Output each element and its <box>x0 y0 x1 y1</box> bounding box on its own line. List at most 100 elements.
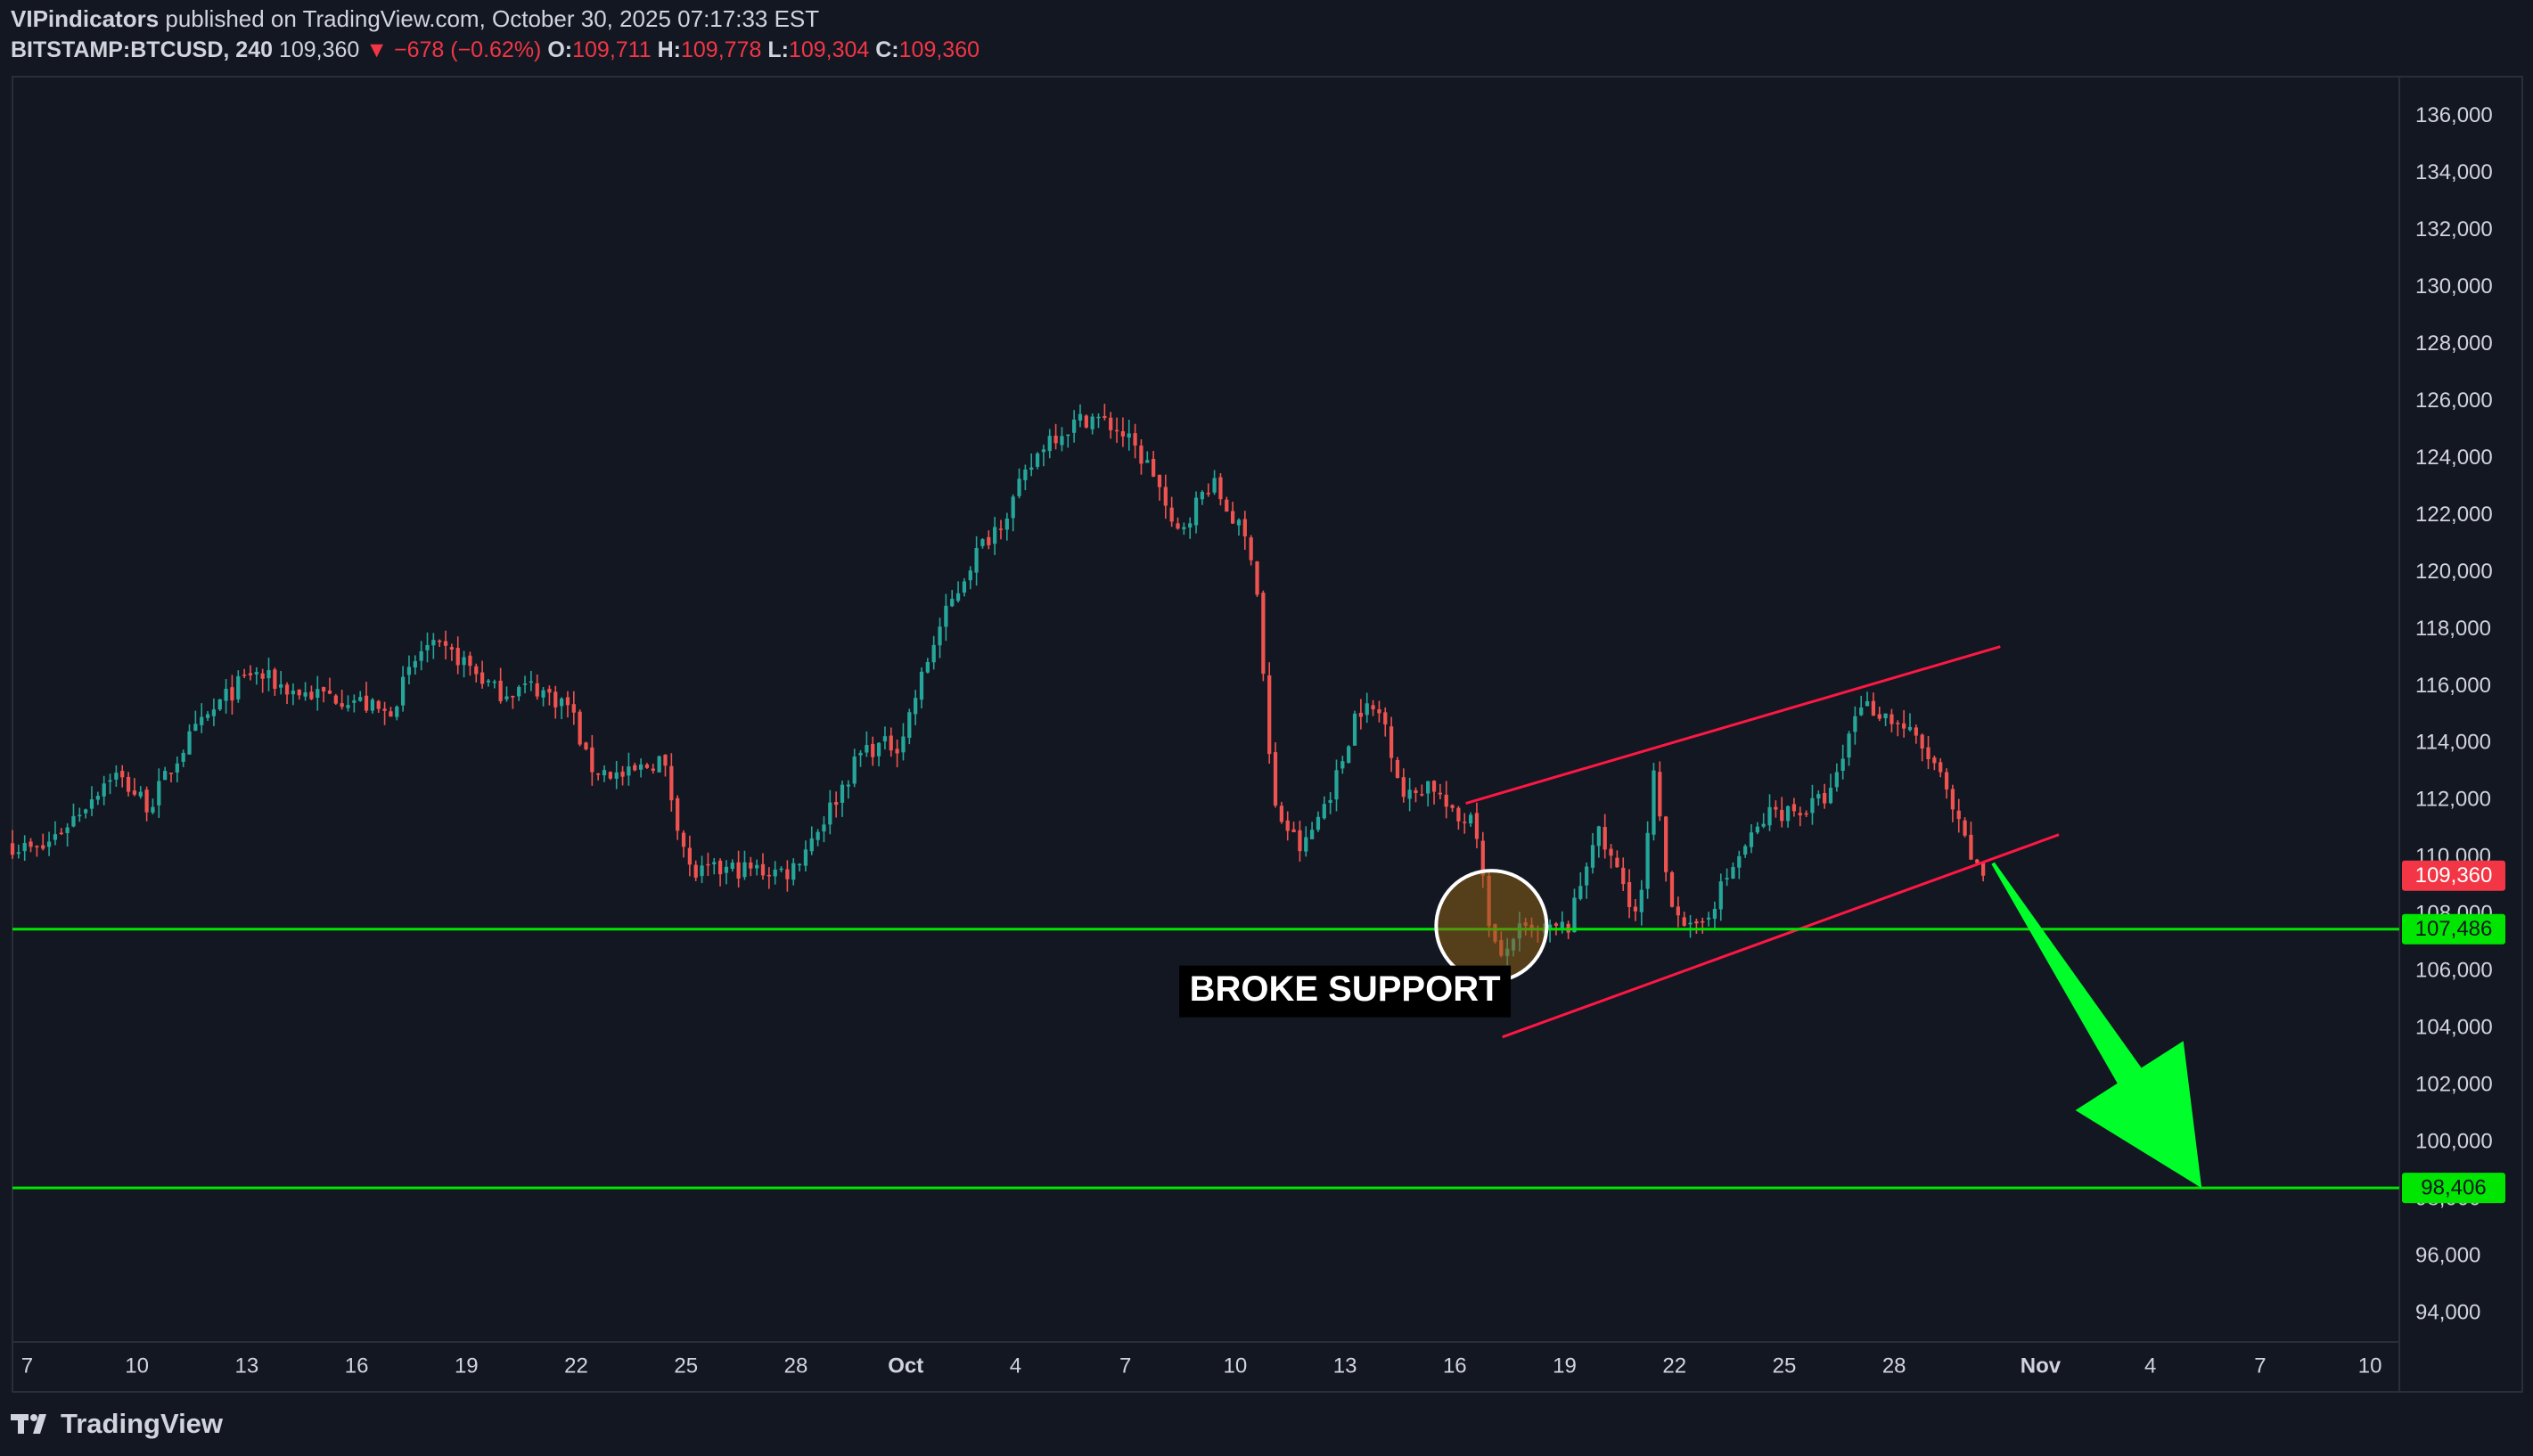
price-tick-label: 112,000 <box>2415 788 2491 812</box>
candle-body <box>571 704 576 713</box>
candle-body <box>303 692 307 697</box>
candle-body <box>1701 920 1705 923</box>
candle-body <box>1816 794 1821 799</box>
candle-body <box>1585 866 1589 886</box>
candle-body <box>1877 714 1881 719</box>
candle-body <box>541 690 545 698</box>
price-tick-label: 118,000 <box>2415 617 2491 641</box>
candle-body <box>882 736 888 742</box>
candle-body <box>1249 537 1253 560</box>
candle-body <box>944 605 948 627</box>
broke-support-label-bg <box>1179 965 1512 1018</box>
candle-body <box>925 661 930 673</box>
time-tick-label: 19 <box>1553 1354 1577 1378</box>
candle-body <box>1603 827 1607 850</box>
candle-body <box>809 838 814 852</box>
tradingview-brand: TradingView <box>61 1408 224 1439</box>
candle-body <box>114 773 119 780</box>
candle-body <box>717 860 723 875</box>
price-axis: 94,00096,00098,000100,000102,000104,0001… <box>2415 103 2493 1324</box>
candle-body <box>443 641 448 646</box>
candle-body <box>1791 804 1797 812</box>
candle-body <box>816 831 820 840</box>
candle-body <box>126 776 131 792</box>
candle-body <box>1352 713 1357 746</box>
candle-body <box>1438 792 1442 795</box>
ohlc-legend: BITSTAMP:BTCUSD, 240 109,360 ▼ −678 (−0.… <box>11 37 980 63</box>
candle-body <box>284 684 290 695</box>
candle-body <box>1755 826 1759 833</box>
channel-trendline <box>1465 645 2001 805</box>
candle-body <box>84 809 88 814</box>
candle-body <box>676 798 680 831</box>
time-tick-label: 16 <box>345 1354 369 1378</box>
candle-body <box>1560 921 1564 928</box>
time-tick-label: 28 <box>1882 1354 1906 1378</box>
price-tick-label: 102,000 <box>2415 1073 2493 1097</box>
candle-body <box>1090 416 1094 429</box>
candle-body <box>846 784 850 787</box>
candle-body <box>1615 857 1619 868</box>
candle-body <box>1236 519 1242 526</box>
candle-body <box>352 700 357 703</box>
candle-body <box>955 593 961 601</box>
candle-body <box>370 699 375 711</box>
candle-body <box>907 712 912 738</box>
breakdown-highlight-circle <box>1434 869 1549 984</box>
candle-body <box>35 846 39 847</box>
candle-body <box>517 686 521 697</box>
candle-body <box>297 689 301 696</box>
candle-body <box>1725 878 1729 879</box>
low-value: 109,304 <box>788 37 870 62</box>
candle-body <box>340 703 344 708</box>
candle-body <box>1096 416 1101 419</box>
candle-body <box>1309 830 1315 839</box>
candle-body <box>46 841 52 847</box>
price-axis-border <box>2398 76 2523 1393</box>
candle-body <box>1749 832 1754 847</box>
candle-body <box>309 691 314 699</box>
candle-body <box>1688 922 1693 925</box>
price-badge <box>2402 1173 2505 1204</box>
candle-body <box>1743 846 1748 855</box>
candle-body <box>1920 734 1924 749</box>
channel-trendline <box>1502 833 2060 1039</box>
candle-body <box>1109 417 1113 430</box>
candle-body <box>852 757 857 784</box>
tradingview-logo[interactable]: TradingView <box>11 1406 223 1442</box>
time-tick-label: 4 <box>1010 1354 1021 1378</box>
candle-body <box>998 528 1004 530</box>
candle-body <box>1944 772 1949 789</box>
candle-body <box>242 675 247 676</box>
candle-body <box>938 626 942 646</box>
candle-body <box>419 650 423 661</box>
candle-body <box>1718 881 1723 910</box>
candle-body <box>1896 723 1900 724</box>
candle-body <box>1956 810 1961 820</box>
candle-body <box>1780 809 1784 822</box>
candle-body <box>1798 813 1802 816</box>
price-badge-label: 98,406 <box>2421 1175 2486 1199</box>
candle-body <box>1023 469 1028 480</box>
candle-body <box>1463 822 1467 823</box>
candle-body <box>449 647 455 650</box>
drawing-overlays: BROKE SUPPORT <box>12 645 2399 1190</box>
candle-body <box>1834 772 1839 788</box>
candle-body <box>1304 837 1308 852</box>
candle-body <box>1767 806 1772 826</box>
candle-body <box>1969 834 1973 860</box>
target-arrow <box>1991 862 2202 1189</box>
chart-frame <box>12 76 2523 1393</box>
candle-body <box>1169 507 1174 522</box>
candle-body <box>1218 477 1223 500</box>
candle-body <box>1669 871 1675 907</box>
candle-body <box>395 706 399 717</box>
candle-body <box>175 763 179 773</box>
author-name[interactable]: VIPindicators <box>11 5 160 32</box>
candle-body <box>187 731 192 755</box>
price-tick-label: 100,000 <box>2415 1129 2493 1153</box>
price-tick-label: 132,000 <box>2415 217 2493 241</box>
symbol-label[interactable]: BITSTAMP:BTCUSD, 240 <box>11 37 274 62</box>
candle-body <box>669 765 674 801</box>
